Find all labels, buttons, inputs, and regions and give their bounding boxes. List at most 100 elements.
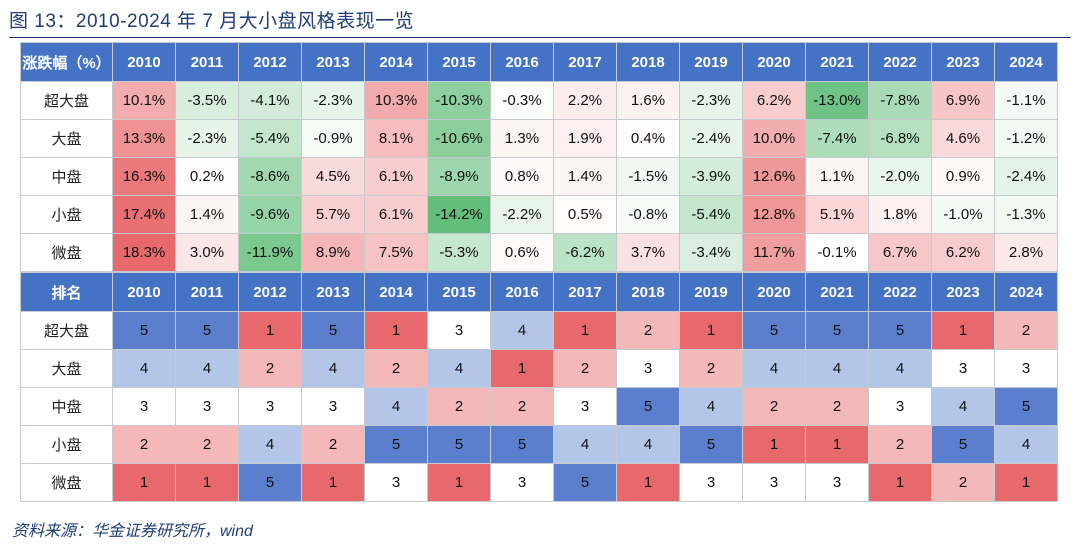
- rank-cell: 1: [931, 311, 995, 350]
- returns-table: 涨跌幅（%） 2010 2011 2012 2013 2014 2015 2016 2017 2…: [20, 42, 1058, 272]
- rank-cell: 3: [427, 311, 491, 350]
- ret-cell: 18.3%: [112, 233, 176, 272]
- ret-cell: 0.4%: [616, 119, 680, 158]
- ret-cell: 3.0%: [175, 233, 239, 272]
- rank-cell: 4: [805, 349, 869, 388]
- ret-cell: 10.3%: [364, 81, 428, 120]
- figure-title: 图 13：2010-2024 年 7 月大小盘风格表现一览: [9, 11, 415, 32]
- ret-cell: 7.5%: [364, 233, 428, 272]
- ret-year-header: 2017: [553, 42, 617, 82]
- ret-year-header: 2019: [679, 42, 743, 82]
- ret-cell: -10.6%: [427, 119, 491, 158]
- ret-cell: -5.4%: [679, 195, 743, 234]
- rank-cell: 4: [553, 425, 617, 464]
- rank-year-header: 2018: [616, 272, 680, 312]
- returns-body: 超大盘 10.1% -3.5% -4.1% -2.3% 10.3% -10.3% -0.3% 2…: [20, 81, 1058, 272]
- rank-year-header: 2013: [301, 272, 365, 312]
- ret-cell: 12.8%: [742, 195, 806, 234]
- ret-cell: -1.1%: [994, 81, 1058, 120]
- ret-cell: -2.3%: [679, 81, 743, 120]
- ret-cell: -10.3%: [427, 81, 491, 120]
- rank-cell: 3: [301, 387, 365, 426]
- rank-row-label: 小盘: [20, 425, 113, 464]
- rank-cell: 3: [868, 387, 932, 426]
- rank-cell: 4: [301, 349, 365, 388]
- rank-year-header: 2011: [175, 272, 239, 312]
- rank-cell: 2: [238, 349, 302, 388]
- ret-cell: 0.2%: [175, 157, 239, 196]
- ret-cell: -5.3%: [427, 233, 491, 272]
- rank-cell: 3: [931, 349, 995, 388]
- rank-year-header: 2020: [742, 272, 806, 312]
- rank-cell: 1: [175, 463, 239, 502]
- rank-row-label: 中盘: [20, 387, 113, 426]
- ret-row: 超大盘 10.1% -3.5% -4.1% -2.3% 10.3% -10.3% -0.3% 2…: [20, 81, 1058, 120]
- ret-cell: -2.0%: [868, 157, 932, 196]
- rank-cell: 5: [553, 463, 617, 502]
- ret-cell: -4.1%: [238, 81, 302, 120]
- ret-cell: 17.4%: [112, 195, 176, 234]
- rank-row: 大盘 4 4 2 4 2 4 1 2 3 2 4 4 4 3 3: [20, 349, 1058, 388]
- ret-year-header: 2023: [931, 42, 995, 82]
- ret-cell: 1.4%: [553, 157, 617, 196]
- ret-cell: 1.6%: [616, 81, 680, 120]
- ret-cell: 16.3%: [112, 157, 176, 196]
- rank-cell: 2: [868, 425, 932, 464]
- ret-cell: 10.1%: [112, 81, 176, 120]
- rank-cell: 2: [805, 387, 869, 426]
- rank-row-label: 大盘: [20, 349, 113, 388]
- ret-cell: 2.2%: [553, 81, 617, 120]
- ret-cell: -1.0%: [931, 195, 995, 234]
- ret-cell: 1.4%: [175, 195, 239, 234]
- ret-cell: -6.2%: [553, 233, 617, 272]
- rank-cell: 1: [868, 463, 932, 502]
- ret-cell: -6.8%: [868, 119, 932, 158]
- rank-cell: 4: [868, 349, 932, 388]
- ret-cell: 12.6%: [742, 157, 806, 196]
- ret-row: 小盘 17.4% 1.4% -9.6% 5.7% 6.1% -14.2% -2.2% 0.5% -…: [20, 195, 1058, 234]
- rank-cell: 1: [742, 425, 806, 464]
- rank-cell: 3: [364, 463, 428, 502]
- ret-year-header: 2016: [490, 42, 554, 82]
- ret-cell: -0.3%: [490, 81, 554, 120]
- rank-cell: 3: [805, 463, 869, 502]
- rank-cell: 3: [994, 349, 1058, 388]
- returns-header-row: 涨跌幅（%） 2010 2011 2012 2013 2014 2015 2016 2017 2…: [20, 42, 1058, 82]
- ret-row: 中盘 16.3% 0.2% -8.6% 4.5% 6.1% -8.9% 0.8% 1.4% -1.…: [20, 157, 1058, 196]
- rank-cell: 3: [238, 387, 302, 426]
- ret-row-label: 微盘: [20, 233, 113, 272]
- rank-cell: 1: [679, 311, 743, 350]
- rank-cell: 5: [112, 311, 176, 350]
- ret-cell: -2.4%: [679, 119, 743, 158]
- ret-cell: -1.5%: [616, 157, 680, 196]
- rank-cell: 2: [679, 349, 743, 388]
- rank-year-header: 2023: [931, 272, 995, 312]
- ret-cell: 13.3%: [112, 119, 176, 158]
- ret-cell: 5.1%: [805, 195, 869, 234]
- ret-cell: 5.7%: [301, 195, 365, 234]
- ret-cell: -8.6%: [238, 157, 302, 196]
- rank-row: 中盘 3 3 3 3 4 2 2 3 5 4 2 2 3 4 5: [20, 387, 1058, 426]
- ret-year-header: 2021: [805, 42, 869, 82]
- rank-cell: 4: [616, 425, 680, 464]
- rank-cell: 2: [994, 311, 1058, 350]
- ret-cell: 1.1%: [805, 157, 869, 196]
- rank-cell: 4: [679, 387, 743, 426]
- ret-cell: -7.4%: [805, 119, 869, 158]
- ret-cell: 4.6%: [931, 119, 995, 158]
- ret-cell: -3.4%: [679, 233, 743, 272]
- ret-cell: 0.5%: [553, 195, 617, 234]
- rank-cell: 1: [112, 463, 176, 502]
- rank-cell: 4: [112, 349, 176, 388]
- ret-cell: 8.1%: [364, 119, 428, 158]
- ret-row-label: 超大盘: [20, 81, 113, 120]
- ret-cell: -2.4%: [994, 157, 1058, 196]
- rank-cell: 2: [490, 387, 554, 426]
- rank-row-label: 超大盘: [20, 311, 113, 350]
- ret-cell: -2.3%: [175, 119, 239, 158]
- rank-cell: 2: [427, 387, 491, 426]
- title-divider: [9, 37, 1071, 38]
- ret-year-header: 2012: [238, 42, 302, 82]
- rank-header-row: 排名 2010 2011 2012 2013 2014 2015 2016 2017 2018 2…: [20, 272, 1058, 312]
- ret-cell: -3.9%: [679, 157, 743, 196]
